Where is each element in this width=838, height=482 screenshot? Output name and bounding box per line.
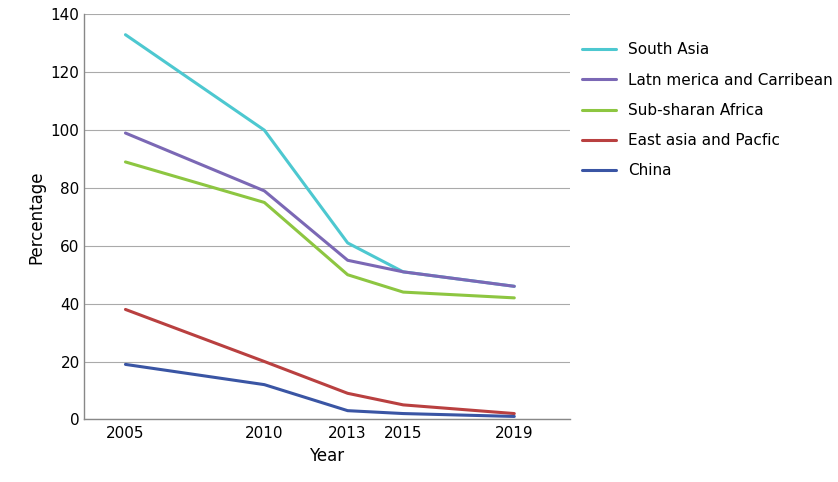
South Asia (343, 240, 353, 246)
Sub-sharan Africa (121, 159, 131, 165)
Latn merica and Carribean (510, 283, 520, 289)
South Asia (510, 283, 520, 289)
Latn merica and Carribean (259, 188, 269, 194)
China (343, 408, 353, 414)
Legend: South Asia, Latn merica and Carribean, Sub-sharan Africa, East asia and Pacfic, : South Asia, Latn merica and Carribean, S… (582, 42, 833, 178)
East asia and Pacfic (343, 390, 353, 396)
Latn merica and Carribean (398, 269, 408, 275)
Sub-sharan Africa (343, 272, 353, 278)
South Asia (259, 127, 269, 133)
China (121, 362, 131, 367)
China (259, 382, 269, 388)
Line: China: China (126, 364, 515, 416)
Sub-sharan Africa (398, 289, 408, 295)
China (398, 411, 408, 416)
Line: Latn merica and Carribean: Latn merica and Carribean (126, 133, 515, 286)
Latn merica and Carribean (343, 257, 353, 263)
Line: South Asia: South Asia (126, 35, 515, 286)
China (510, 414, 520, 419)
East asia and Pacfic (121, 307, 131, 312)
X-axis label: Year: Year (309, 447, 344, 465)
Sub-sharan Africa (510, 295, 520, 301)
East asia and Pacfic (259, 359, 269, 364)
Line: East asia and Pacfic: East asia and Pacfic (126, 309, 515, 414)
South Asia (121, 32, 131, 38)
Sub-sharan Africa (259, 200, 269, 205)
Y-axis label: Percentage: Percentage (27, 170, 45, 264)
South Asia (398, 269, 408, 275)
East asia and Pacfic (510, 411, 520, 416)
Line: Sub-sharan Africa: Sub-sharan Africa (126, 162, 515, 298)
East asia and Pacfic (398, 402, 408, 408)
Latn merica and Carribean (121, 130, 131, 136)
